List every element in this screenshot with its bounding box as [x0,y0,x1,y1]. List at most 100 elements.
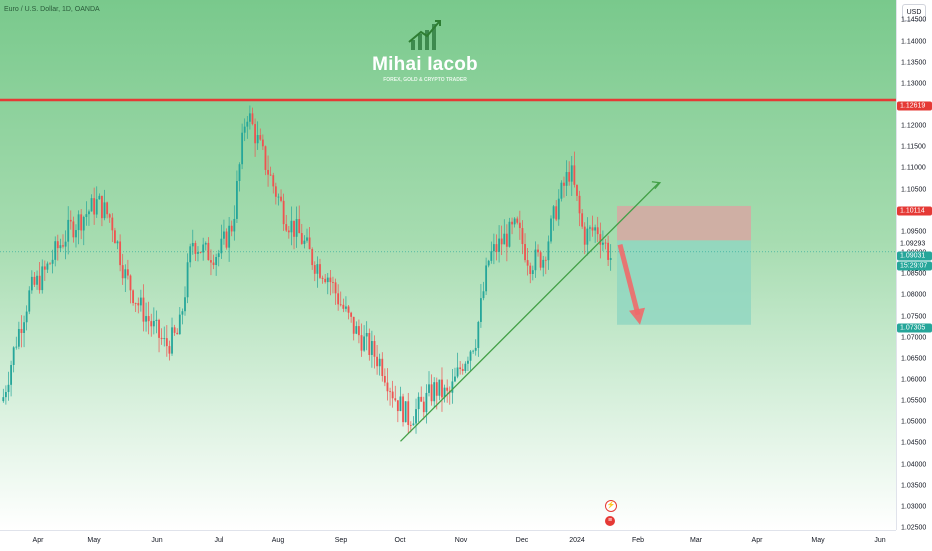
candle-body [225,231,228,248]
candle-body [399,396,402,412]
candle-body [108,214,111,218]
candle-body [20,328,23,333]
candle-body [28,290,31,312]
candle-body [583,226,586,245]
candle-body [347,306,350,313]
candle-body [363,336,366,351]
candle-body [386,382,389,392]
candle-body [591,227,594,231]
time-tick: Jun [151,537,163,544]
candle-body [563,182,565,186]
time-tick: Oct [394,537,406,544]
candle-body [360,335,363,351]
symbol-title[interactable]: Euro / U.S. Dollar, 1D, OANDA [4,6,100,13]
watermark-name: Mihai Iacob [372,54,478,75]
candle-body [17,328,20,347]
candle-body [518,222,521,229]
candle-body [435,382,438,396]
candle-body [537,249,539,253]
candle-body [80,214,83,231]
chart-area[interactable]: Euro / U.S. Dollar, 1D, OANDA Mihai Iaco… [0,0,896,530]
candle-body [165,338,168,347]
price-tick: 1.05000 [901,418,927,426]
candle-body [207,242,210,261]
candle-body [524,244,526,261]
flag-event-icon[interactable]: ≡ [605,516,615,526]
candle-body [420,396,423,402]
candle-body [163,338,166,340]
candle-body [459,367,462,370]
price-chart[interactable] [0,0,896,530]
candle-body [472,350,475,352]
candle-body [565,172,568,186]
currency-button[interactable]: USD [902,4,926,21]
candle-body [456,367,459,377]
candle-body [438,379,441,396]
candle-body [542,259,545,268]
candle-body [415,409,417,424]
candle-body [383,376,386,383]
candle-body [446,387,449,391]
candle-body [345,306,347,309]
price-tick: 1.10500 [901,186,927,194]
time-tick: May [811,537,825,544]
candle-body [480,298,482,322]
watermark-logo: Mihai Iacob FOREX, GOLD & CRYPTO TRADER [370,18,480,83]
time-tick: Dec [515,537,529,544]
price-tick: 1.04500 [901,439,927,447]
candle-body [508,221,511,247]
candle-body [248,113,251,122]
candle-body [550,218,552,242]
candle-body [30,276,33,291]
candle-body [586,228,589,245]
candle-body [578,195,581,214]
time-tick: Jun [874,537,886,544]
candle-body [594,227,597,231]
candle-body [402,396,404,423]
candle-body [106,202,109,215]
candle-body [77,214,80,231]
candle-body [33,276,36,285]
candle-body [529,265,532,274]
time-axis[interactable]: Apr May Jun Jul Aug Sep Oct Nov Dec 2024 Feb Mar Apr… [0,530,896,551]
candle-body [95,199,98,215]
candle-body [121,265,124,279]
candle-body [482,291,485,299]
candle-body [568,172,571,182]
price-tick: 1.04000 [901,461,927,469]
candle-body [251,113,254,125]
candle-body [511,221,513,225]
candle-body [394,398,397,401]
candle-body [396,400,399,412]
candle-body [295,219,298,237]
time-tick: May [87,537,101,544]
candle-body [503,233,506,245]
candle-body [238,164,241,181]
candle-body [10,364,12,385]
price-axis[interactable]: USD 1.145001.140001.135001.130001.125001… [896,0,932,532]
candle-body [269,174,272,176]
candle-body [241,132,244,165]
candle-body [49,263,51,265]
candle-body [23,322,25,333]
candle-body [38,275,41,291]
time-tick: Nov [454,537,468,544]
candle-body [443,387,446,398]
candle-body [316,264,319,274]
candle-body [339,304,342,306]
candle-body [4,391,7,398]
candle-body [485,265,488,292]
candle-body [602,242,604,245]
candle-body [326,277,329,283]
candle-body [547,241,550,261]
time-tick: Apr [751,537,763,544]
price-tick: 1.05500 [901,397,927,405]
candle-body [378,358,381,367]
price-tick: 1.13000 [901,80,927,88]
dividend-event-icon[interactable]: ⚡ [605,500,617,512]
candle-body [609,258,612,260]
candle-body [67,219,70,242]
candle-body [178,314,181,335]
candle-body [324,278,327,283]
candle-body [142,297,145,322]
